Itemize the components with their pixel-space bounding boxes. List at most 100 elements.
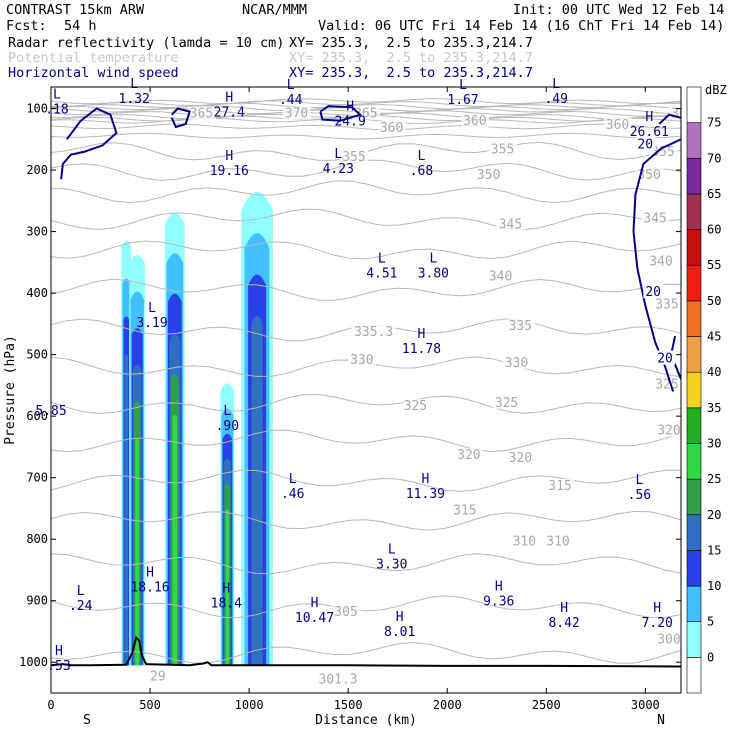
colorbar-level-label: 50 [707,294,721,308]
y-tick-label: 100 [26,102,48,116]
colorbar-level-label: 70 [707,151,721,165]
theta-label: 330 [505,356,528,371]
theta-label-bg [348,352,377,366]
reflectivity-shade-4-20dbz [251,316,263,666]
extremum-value: .24 [69,599,93,614]
theta-label-bg [316,672,361,686]
extremum-value: 24.9 [334,115,365,130]
extremum-letter: H [495,579,503,594]
x-tick-label: 0 [47,698,54,712]
plot-frame [50,86,682,694]
extremum-letter: L [148,301,156,316]
extremum-letter: H [418,327,426,342]
extremum-value: .46 [281,487,304,502]
colorbar-level-label: 40 [707,365,721,379]
theta-contour-line [51,208,681,231]
wind-label-bg [635,136,656,151]
colorbar-swatch [686,407,702,444]
theta-label: 365 [671,107,694,122]
theta-label: 335 [655,297,678,312]
extremum-value: .56 [628,488,651,503]
extremum-letter: L [287,78,295,93]
extremum-letter: H [222,581,230,596]
theta-label: 320 [657,424,680,439]
colorbar-swatch [686,371,702,409]
y-tick-label: 800 [26,532,48,546]
theta-label-bg [352,325,397,339]
field-name-reflectivity: Radar reflectivity (lamda = 10 cm) [8,35,285,51]
theta-label: 29 [150,670,166,685]
theta-label-bg [653,297,681,311]
extremum-letter: H [560,601,568,616]
theta-contour-line [51,102,681,110]
theta-contour-line [51,510,681,531]
extremum-letter: L [635,473,643,488]
terrain-line [51,635,681,668]
colorbar-level-label: 20 [707,508,721,522]
theta-label-bg [647,254,676,268]
theta-contour-line [51,553,681,575]
extremum-value: 4.23 [323,162,354,177]
theta-label-bg [332,605,361,619]
theta-label: 310 [513,534,536,549]
wind-contour-line [319,105,363,122]
theta-label-bg [655,423,681,437]
theta-label-bg [546,478,575,492]
colorbar-level-label: 5 [707,615,714,629]
theta-contour-line [51,180,681,204]
y-tick-label: 700 [26,471,48,485]
theta-label-bg [510,534,539,548]
extremum-letter: H [311,596,319,611]
extremum-value: 3.19 [136,316,167,331]
extremum-value: 1.32 [119,92,150,107]
y-tick-label: 500 [26,348,48,362]
extremum-letter: H [645,110,653,125]
colorbar-swatch [686,264,702,302]
y-tick-label: 900 [26,594,48,608]
y-axis-label: Pressure (hPa) [3,335,18,445]
colorbar-swatch [686,443,702,480]
extremum-value: 27.4 [214,105,245,120]
extremum-value: 9.36 [483,594,514,609]
theta-label-bg [506,318,535,332]
y-tick-label: 300 [26,225,48,239]
extremum-letter: L [378,252,386,267]
theta-label: 345 [499,217,522,232]
theta-label: 315 [548,479,571,494]
theta-label: 365 [354,107,377,122]
theta-label-bg [352,106,381,120]
theta-label-bg [655,632,681,646]
extremum-value: 7.20 [642,616,673,631]
extremum-letter: L [418,149,426,164]
theta-contour-line [51,641,681,664]
colorbar-swatch [686,550,702,587]
extremum-value: .49 [544,92,567,107]
extremum-letter: L [552,77,560,92]
reflectivity-shade-3-30dbz [225,509,229,666]
theta-contour-line [51,159,681,181]
theta-label: 320 [509,451,532,466]
y-tick-label: 400 [26,286,48,300]
extremum-value: .68 [410,164,433,179]
theta-label-bg [461,114,490,128]
extremum-value: 18.16 [130,580,169,595]
extremum-value: 3.80 [418,267,449,282]
forecast-hour: 54 h [64,18,97,34]
colorbar-level-label: 45 [707,330,721,344]
extremum-letter: H [225,90,233,105]
extremum-letter: H [346,100,354,115]
theta-label: 325 [655,377,678,392]
x-tick-label: 2500 [532,698,561,712]
colorbar-level-label: 35 [707,401,721,415]
theta-label-bg [377,120,406,134]
field-name-theta: Potential temperature [8,50,179,66]
field-name-wind: Horizontal wind speed [8,65,179,81]
extremum-letter: H [653,601,661,616]
extremum-letter: H [146,565,154,580]
colorbar-level-label: 10 [707,579,721,593]
field-xy-theta: XY= 235.3, 2.5 to 235.3,214.7 [289,50,533,66]
extremum-value: 19.16 [210,164,249,179]
theta-label-bg [187,106,216,120]
extremum-value: 4.51 [366,267,397,282]
colorbar-swatch [686,478,702,516]
